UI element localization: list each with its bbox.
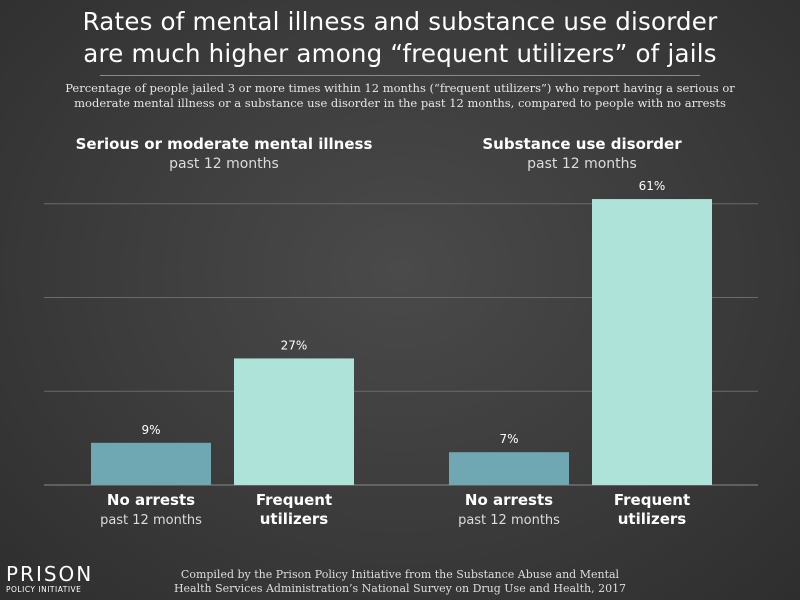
panel-title-substance-use: Substance use disorder bbox=[482, 135, 682, 153]
chart-subtitle-line-1: Percentage of people jailed 3 or more ti… bbox=[65, 81, 735, 95]
chart-subtitle-line-2: moderate mental illness or a substance u… bbox=[74, 96, 726, 110]
chart-title-line-2: are much higher among “frequent utilizer… bbox=[83, 39, 717, 68]
category-sublabel: utilizers bbox=[618, 510, 687, 528]
title-divider bbox=[100, 75, 700, 76]
data-label: 7% bbox=[499, 432, 518, 446]
bar bbox=[234, 358, 354, 485]
chart-title-line-1: Rates of mental illness and substance us… bbox=[82, 7, 718, 36]
source-credit: Compiled by the Prison Policy Initiative… bbox=[160, 568, 640, 596]
category-sublabel: past 12 months bbox=[458, 513, 560, 528]
category-label: No arrests bbox=[465, 491, 553, 509]
prison-policy-initiative-logo: PRISON POLICY INITIATIVE bbox=[6, 563, 102, 595]
bar bbox=[91, 442, 211, 485]
category-label: No arrests bbox=[107, 491, 195, 509]
logo-sub-text: POLICY INITIATIVE bbox=[6, 585, 82, 594]
chart-title: Rates of mental illness and substance us… bbox=[0, 6, 800, 70]
panel-title-mental-illness: Serious or moderate mental illness bbox=[75, 135, 373, 153]
logo-main-text: PRISON bbox=[6, 562, 94, 586]
panel-subtitle-substance-use: past 12 months bbox=[527, 156, 637, 172]
bar bbox=[449, 452, 569, 485]
category-sublabel: past 12 months bbox=[100, 513, 202, 528]
bar bbox=[592, 199, 712, 485]
data-label: 9% bbox=[141, 423, 160, 437]
category-label: Frequent bbox=[256, 491, 332, 509]
source-credit-line-1: Compiled by the Prison Policy Initiative… bbox=[180, 568, 620, 581]
category-label: Frequent bbox=[614, 491, 690, 509]
data-label: 61% bbox=[639, 179, 666, 193]
chart-subtitle: Percentage of people jailed 3 or more ti… bbox=[60, 81, 740, 111]
category-sublabel: utilizers bbox=[260, 510, 329, 528]
source-credit-line-2: Health Services Administration’s Nationa… bbox=[173, 582, 627, 595]
panel-subtitle-mental-illness: past 12 months bbox=[169, 156, 279, 172]
data-label: 27% bbox=[281, 338, 308, 352]
